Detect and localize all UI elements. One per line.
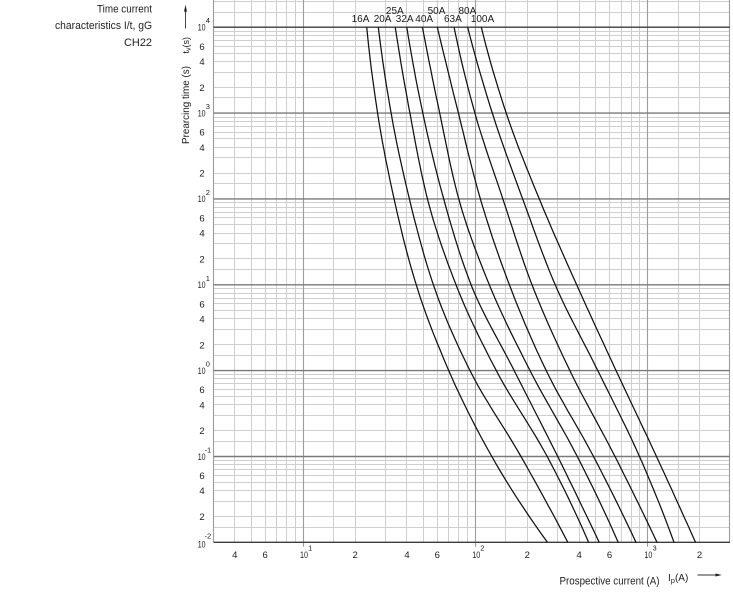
svg-text:CH22: CH22 (124, 37, 152, 49)
svg-text:4: 4 (199, 143, 204, 154)
svg-text:2: 2 (480, 544, 484, 553)
svg-text:2: 2 (199, 83, 204, 94)
svg-text:6: 6 (607, 550, 612, 561)
svg-text:6: 6 (199, 128, 204, 139)
svg-text:10: 10 (472, 550, 480, 560)
svg-text:6: 6 (435, 550, 440, 561)
svg-text:2: 2 (199, 169, 204, 180)
svg-text:80A: 80A (459, 6, 477, 17)
svg-text:2: 2 (352, 550, 357, 561)
svg-text:2: 2 (697, 550, 702, 561)
svg-text:6: 6 (199, 214, 204, 225)
svg-text:2: 2 (199, 340, 204, 351)
svg-text:10: 10 (644, 550, 652, 560)
svg-text:4: 4 (199, 314, 204, 325)
svg-text:10: 10 (198, 194, 206, 204)
svg-text:16A: 16A (352, 14, 370, 25)
svg-text:characteristics I/t, gG: characteristics I/t, gG (55, 20, 152, 32)
svg-text:3: 3 (653, 544, 657, 553)
svg-text:10: 10 (198, 452, 206, 462)
svg-text:-2: -2 (205, 531, 212, 540)
svg-text:1: 1 (308, 544, 312, 553)
svg-text:tv(s): tv(s) (181, 37, 193, 54)
svg-text:-1: -1 (205, 446, 212, 455)
svg-text:4: 4 (206, 16, 210, 25)
svg-text:6: 6 (199, 385, 204, 396)
svg-text:100A: 100A (471, 14, 495, 25)
svg-text:0: 0 (206, 360, 210, 369)
svg-text:6: 6 (262, 550, 267, 561)
svg-text:Ip(A): Ip(A) (668, 573, 688, 585)
svg-text:10: 10 (198, 23, 206, 33)
svg-text:10: 10 (300, 550, 308, 560)
svg-text:4: 4 (199, 229, 204, 240)
svg-text:10: 10 (198, 366, 206, 376)
svg-text:10: 10 (198, 540, 206, 550)
svg-text:40A: 40A (415, 14, 433, 25)
svg-text:4: 4 (199, 57, 204, 68)
svg-text:Prearcing time (s): Prearcing time (s) (180, 66, 192, 144)
svg-text:50A: 50A (428, 6, 446, 17)
svg-text:25A: 25A (386, 6, 404, 17)
svg-text:Prospective current (A): Prospective current (A) (560, 575, 660, 587)
svg-text:6: 6 (199, 299, 204, 310)
svg-text:4: 4 (404, 550, 409, 561)
svg-text:4: 4 (199, 486, 204, 497)
svg-text:3: 3 (206, 102, 210, 111)
svg-text:1: 1 (206, 274, 210, 283)
svg-text:Time current: Time current (97, 4, 152, 16)
svg-text:63A: 63A (444, 14, 462, 25)
svg-text:20A: 20A (374, 14, 392, 25)
svg-text:6: 6 (199, 42, 204, 53)
svg-text:2: 2 (525, 550, 530, 561)
svg-text:4: 4 (199, 400, 204, 411)
svg-text:4: 4 (577, 550, 582, 561)
svg-text:10: 10 (198, 108, 206, 118)
svg-text:2: 2 (199, 426, 204, 437)
svg-text:6: 6 (199, 471, 204, 482)
svg-text:10: 10 (198, 280, 206, 290)
svg-text:32A: 32A (396, 14, 414, 25)
svg-text:2: 2 (206, 188, 210, 197)
svg-text:2: 2 (199, 512, 204, 523)
svg-text:2: 2 (199, 254, 204, 265)
svg-text:4: 4 (232, 550, 237, 561)
